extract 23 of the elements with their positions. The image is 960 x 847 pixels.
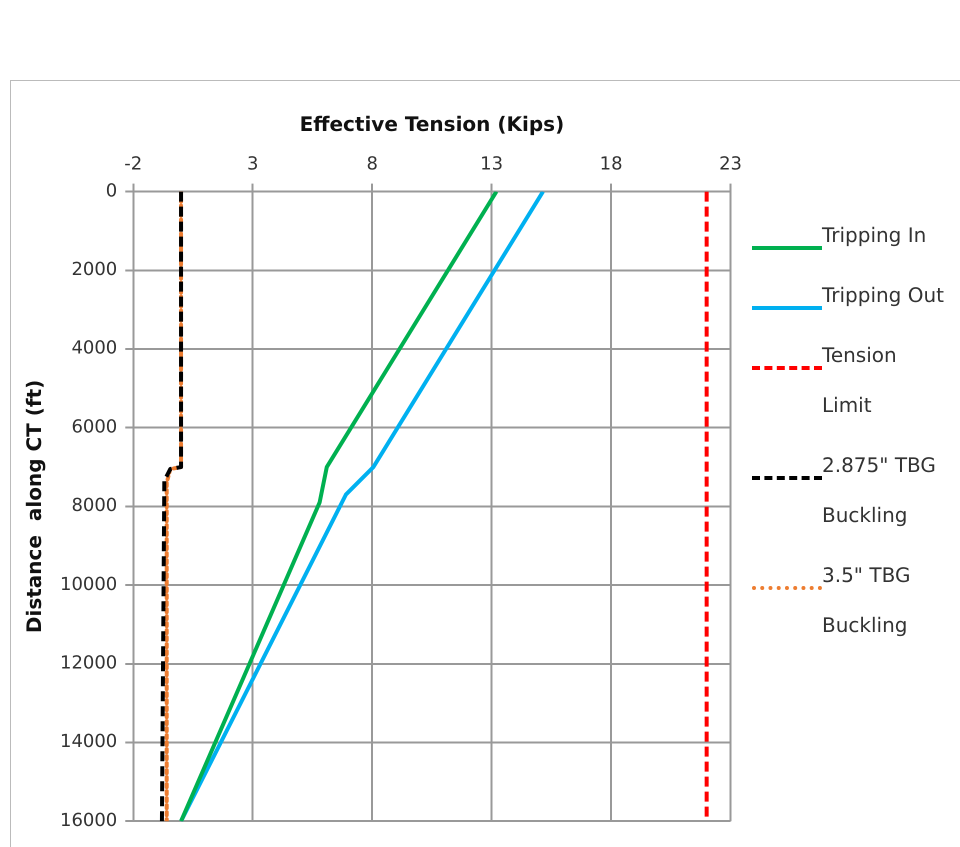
y-tick-label: 4000 (71, 338, 118, 359)
line-series (160, 192, 184, 822)
legend-label: Tripping Out (822, 282, 945, 309)
x-tick-label: 13 (480, 153, 504, 174)
y-tick-label: 16000 (60, 810, 118, 831)
y-tick-label: 10000 (60, 574, 118, 595)
x-axis-title: Effective Tension (Kips) (300, 112, 564, 136)
y-tick-label: 0 (106, 180, 118, 202)
y-tick-label: 14000 (60, 731, 118, 752)
y-tick-label: 12000 (60, 652, 118, 674)
x-tick-label: 8 (366, 153, 378, 174)
x-tick-label: 3 (246, 153, 258, 174)
y-tick-label: 6000 (71, 416, 118, 438)
text: 2.875" TBG Buckling (822, 453, 936, 527)
x-tick-label: -2 (124, 153, 142, 174)
legend-label: Tripping In (822, 222, 928, 249)
y-axis-title: Distance along CT (ft) (22, 380, 46, 634)
y-tick-label: 8000 (71, 495, 118, 516)
y-tick-label: 2000 (71, 258, 118, 280)
text: Tension Limit (822, 343, 897, 417)
text: 3.5" TBG Buckling (822, 563, 910, 637)
x-tick-label: 18 (600, 153, 623, 174)
x-tick-label: 23 (719, 153, 742, 174)
